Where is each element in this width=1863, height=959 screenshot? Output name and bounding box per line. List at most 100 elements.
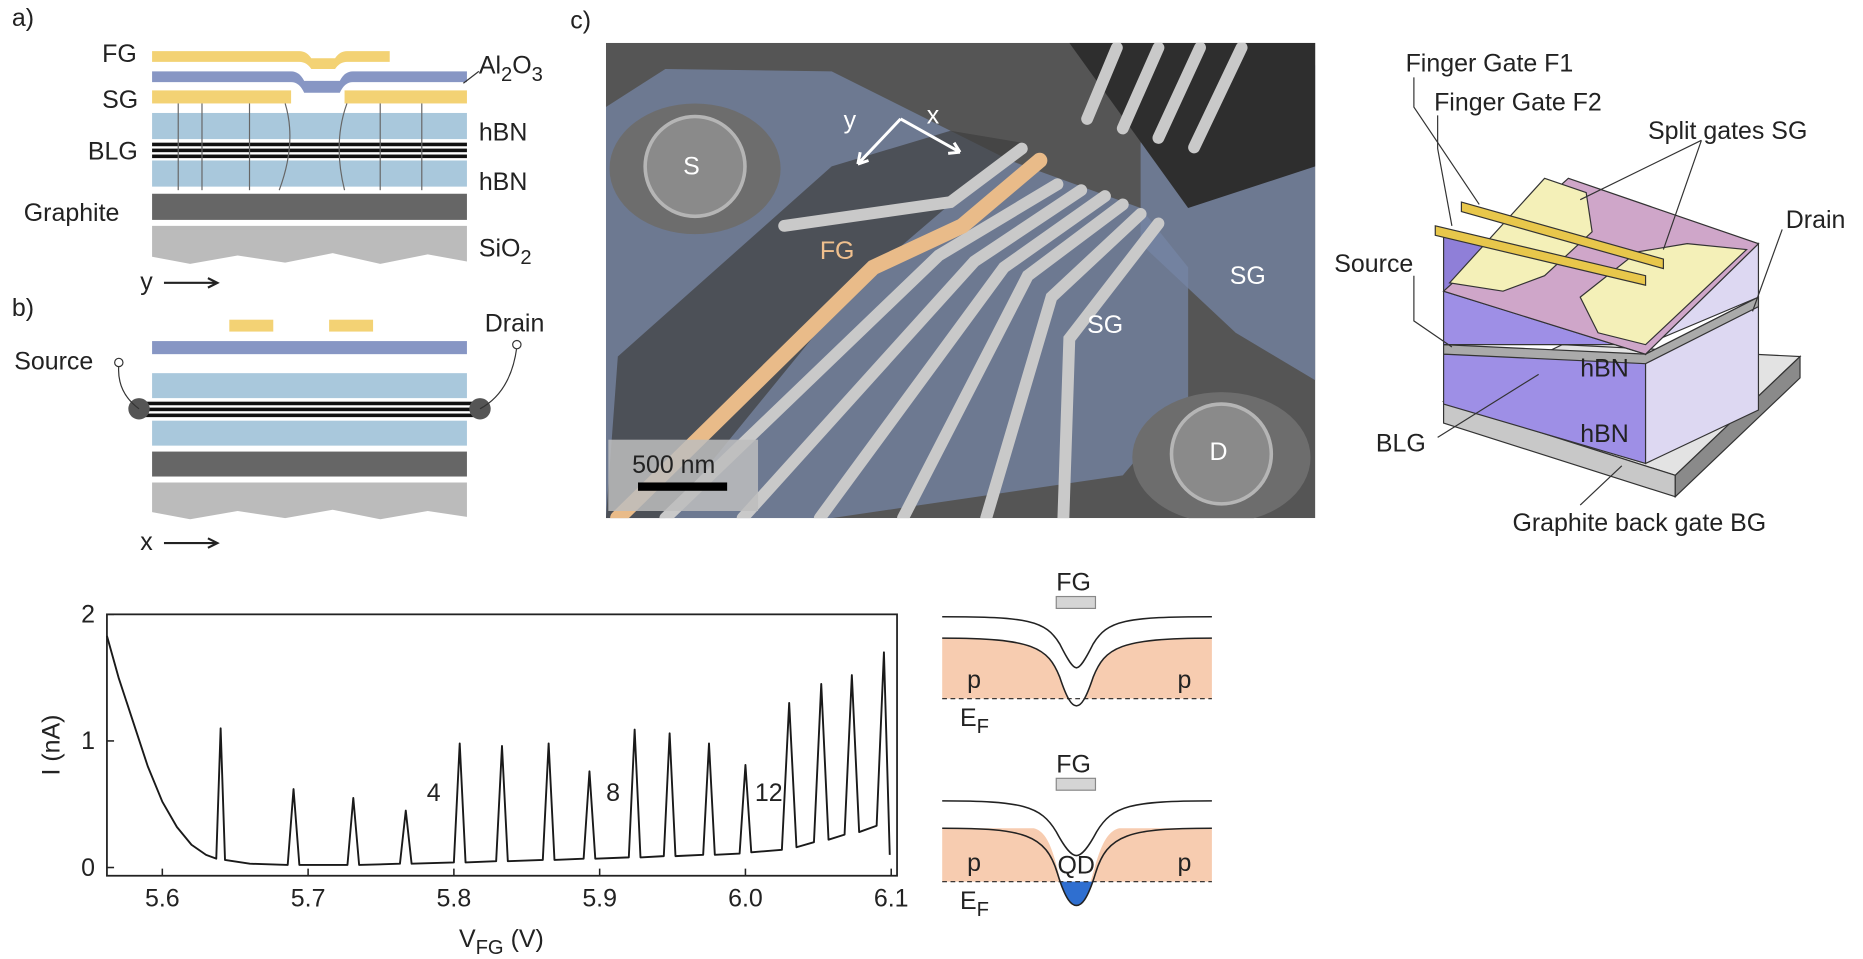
panel-label: c) bbox=[570, 7, 591, 35]
annotation: 12 bbox=[755, 779, 783, 807]
subscript: F bbox=[977, 899, 989, 921]
al2o3-layer bbox=[152, 71, 467, 92]
label-blg: BLG bbox=[88, 137, 138, 165]
label-fg: FG bbox=[820, 237, 855, 265]
data-line bbox=[107, 636, 890, 865]
hbn-layer bbox=[152, 373, 467, 398]
label-sg: SG bbox=[102, 86, 138, 114]
label-drain: Drain bbox=[485, 310, 545, 338]
terminal bbox=[513, 340, 521, 348]
axis-label: y bbox=[140, 268, 153, 296]
blg-line bbox=[139, 414, 480, 418]
gate bbox=[1056, 778, 1095, 790]
wire bbox=[480, 347, 517, 409]
scale-bar-label: 500 nm bbox=[632, 451, 715, 479]
label-sio2: SiO2 bbox=[479, 235, 532, 269]
subscript: 2 bbox=[501, 64, 512, 86]
blg-line bbox=[152, 155, 467, 159]
schematic-label: hBN bbox=[1580, 355, 1629, 383]
schematic-label: Source bbox=[1334, 250, 1413, 278]
label-sg: SG bbox=[1230, 262, 1266, 290]
graphite-layer bbox=[152, 194, 467, 220]
figure: a) FG SG BLG Graphite Al2O3 hBN hBN SiO2… bbox=[0, 0, 1863, 959]
text-part: V bbox=[459, 925, 476, 953]
blg-line bbox=[139, 402, 480, 406]
sio2-layer bbox=[152, 226, 467, 264]
label-sg: SG bbox=[1087, 311, 1123, 339]
gate bbox=[1056, 597, 1095, 609]
x-tick-label: 5.6 bbox=[145, 885, 180, 913]
hbn-layer bbox=[152, 113, 467, 139]
panel-a: a) FG SG BLG Graphite Al2O3 hBN hBN SiO2… bbox=[12, 4, 543, 296]
x-axis-title: VFG (V) bbox=[459, 925, 544, 959]
label-fg: FG bbox=[102, 40, 137, 68]
label-source: S bbox=[683, 153, 700, 181]
text-part: SiO bbox=[479, 235, 521, 263]
axis-label: x bbox=[927, 102, 940, 130]
schematic-label: Graphite back gate BG bbox=[1512, 509, 1766, 537]
annotation: 4 bbox=[427, 779, 441, 807]
terminal bbox=[115, 358, 123, 366]
text-part: O bbox=[512, 52, 531, 80]
y-tick-label: 1 bbox=[81, 727, 95, 755]
axis-label: x bbox=[140, 528, 153, 556]
subscript: 2 bbox=[520, 247, 531, 269]
schematic-label: Drain bbox=[1786, 206, 1846, 234]
x-tick-label: 5.7 bbox=[291, 885, 326, 913]
y-tick-label: 0 bbox=[81, 854, 95, 882]
dot-label: QD bbox=[1057, 851, 1094, 879]
panel-c: c) S D FG SG SG y x 500 nm bbox=[570, 7, 1315, 523]
axis-arrow bbox=[164, 278, 217, 288]
region-label: p bbox=[967, 666, 981, 694]
text-part: E bbox=[960, 887, 977, 915]
subscript: 3 bbox=[532, 64, 543, 86]
blg-line bbox=[152, 149, 467, 153]
text-part: Al bbox=[479, 52, 501, 80]
subscript: F bbox=[977, 716, 989, 738]
band-diagram-top: FG p p EF bbox=[942, 569, 1212, 739]
schematic-label: BLG bbox=[1376, 430, 1426, 458]
finger-gate bbox=[229, 320, 273, 332]
finger-gate-layer bbox=[152, 51, 390, 69]
panel-label: a) bbox=[12, 4, 34, 32]
region-label: p bbox=[1177, 849, 1191, 877]
panel-b: b) Source Drain x bbox=[12, 294, 544, 556]
region-label: p bbox=[1177, 666, 1191, 694]
page: a) FG SG BLG Graphite Al2O3 hBN hBN SiO2… bbox=[0, 0, 1863, 959]
fermi-label: EF bbox=[960, 887, 989, 921]
label-hbn: hBN bbox=[479, 118, 528, 146]
gate-label: FG bbox=[1056, 750, 1091, 778]
schematic-label: Split gates SG bbox=[1648, 117, 1807, 145]
label-drain: D bbox=[1210, 438, 1228, 466]
text-part: E bbox=[960, 704, 977, 732]
sio2-layer bbox=[152, 482, 467, 519]
label-graphite: Graphite bbox=[24, 199, 120, 227]
scale-bar bbox=[638, 482, 727, 490]
hbn-layer bbox=[152, 421, 467, 446]
panel-label: b) bbox=[12, 294, 34, 322]
graphite-layer bbox=[152, 452, 467, 477]
axis-arrow bbox=[164, 538, 217, 548]
schematic-label: hBN bbox=[1580, 420, 1629, 448]
fermi-label: EF bbox=[960, 704, 989, 738]
axis-label: y bbox=[844, 106, 857, 134]
split-gate-right bbox=[345, 90, 467, 103]
y-tick-label: 2 bbox=[81, 601, 95, 629]
label-al2o3: Al2O3 bbox=[479, 52, 543, 86]
al2o3-layer bbox=[152, 341, 467, 354]
gate-label: FG bbox=[1056, 569, 1091, 597]
hbn-layer bbox=[152, 160, 467, 186]
x-tick-label: 6.1 bbox=[874, 885, 909, 913]
subscript: FG bbox=[476, 937, 504, 959]
finger-gate bbox=[329, 320, 373, 332]
x-tick-label: 5.8 bbox=[437, 885, 472, 913]
label-hbn: hBN bbox=[479, 168, 528, 196]
text-part: (V) bbox=[504, 925, 544, 953]
schematic-label: Finger Gate F1 bbox=[1406, 49, 1574, 77]
x-tick-label: 6.0 bbox=[728, 885, 763, 913]
split-gate-left bbox=[152, 90, 291, 103]
label-source: Source bbox=[14, 348, 93, 376]
schematic-label: Finger Gate F2 bbox=[1434, 89, 1602, 117]
band-diagram-bottom: FG p p QD EF bbox=[942, 750, 1212, 921]
